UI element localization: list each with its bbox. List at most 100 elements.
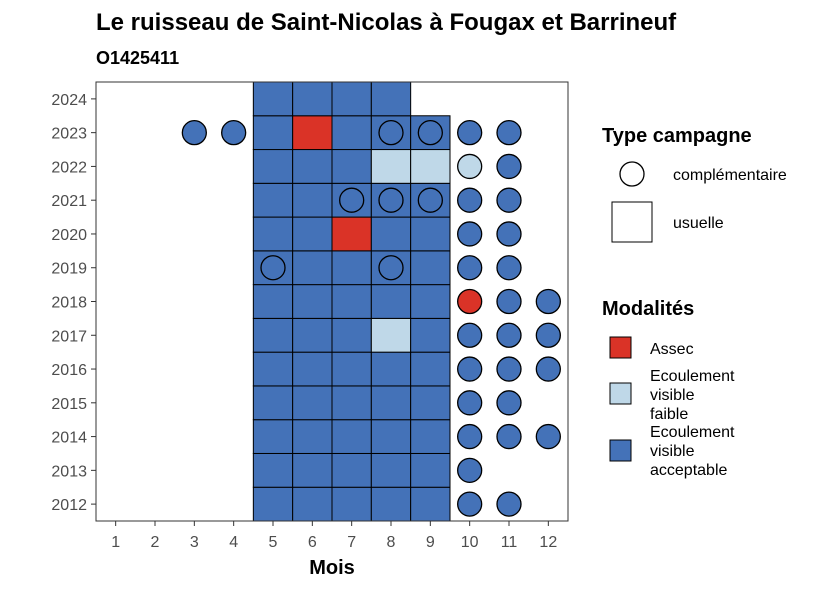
cell-2017-9 xyxy=(410,317,451,353)
y-tick-label: 2024 xyxy=(51,92,87,109)
point-2012-11 xyxy=(496,491,522,517)
point-2017-10 xyxy=(457,322,483,348)
legend-square-icon xyxy=(611,201,653,243)
cell-2014-6 xyxy=(292,419,333,454)
x-tick-label: 12 xyxy=(539,534,557,551)
cell-2019-9 xyxy=(410,250,451,286)
cell-2013-7 xyxy=(331,452,372,488)
x-tick-label: 1 xyxy=(111,534,120,551)
legend-circle-icon xyxy=(619,161,645,187)
legend-fill-label: visible xyxy=(650,387,695,404)
y-tick-label: 2022 xyxy=(51,159,87,176)
cell-2015-9 xyxy=(410,385,451,421)
cell-2017-6 xyxy=(292,317,333,353)
x-tick-label: 5 xyxy=(269,534,278,551)
cell-2018-7 xyxy=(331,284,372,319)
point-2016-11 xyxy=(496,356,522,382)
point-2015-11 xyxy=(496,390,522,416)
legend-fill-label: Assec xyxy=(650,341,694,358)
legend: Type campagne complémentaire usuelle Modali… xyxy=(602,125,787,479)
point-2019-5 xyxy=(260,255,286,281)
cell-2013-8 xyxy=(370,452,412,488)
point-2019-11 xyxy=(496,255,522,281)
chart-subtitle: O1425411 xyxy=(96,48,179,68)
legend-fill-label: Ecoulement xyxy=(650,424,735,441)
point-2021-8 xyxy=(378,187,404,213)
cell-2024-5 xyxy=(252,81,294,117)
legend-shape-label: usuelle xyxy=(673,215,724,232)
y-tick-label: 2023 xyxy=(51,126,87,143)
cell-2019-6 xyxy=(292,250,333,286)
cell-2022-9 xyxy=(410,149,451,184)
point-2023-11 xyxy=(496,120,522,146)
cell-2013-9 xyxy=(410,452,451,488)
point-2023-8 xyxy=(378,120,404,146)
legend-key-faible xyxy=(609,382,632,405)
point-2018-10 xyxy=(457,288,483,315)
y-tick-label: 2018 xyxy=(51,295,87,312)
y-tick-label: 2014 xyxy=(51,430,87,447)
cell-2021-6 xyxy=(292,182,333,218)
point-2019-8 xyxy=(378,255,404,281)
point-2016-10 xyxy=(457,356,483,382)
point-2012-10 xyxy=(457,491,483,517)
cell-2018-5 xyxy=(252,284,294,319)
legend-key-acceptable xyxy=(609,439,632,462)
cell-2014-7 xyxy=(331,419,372,454)
cell-2017-7 xyxy=(331,317,372,353)
cell-2020-7 xyxy=(331,216,372,252)
cell-2017-5 xyxy=(252,317,294,353)
cell-2012-9 xyxy=(410,486,451,522)
point-2021-7 xyxy=(339,187,365,213)
cell-2022-7 xyxy=(331,149,372,184)
cell-2024-8 xyxy=(370,81,412,117)
point-2014-10 xyxy=(457,423,483,450)
cell-2024-7 xyxy=(331,81,372,117)
cell-2022-6 xyxy=(292,149,333,184)
cell-2016-6 xyxy=(292,351,333,387)
point-2018-11 xyxy=(496,288,522,315)
y-axis: 2012 2013 2014 2015 2016 2017 2018 2019 2020 2021… xyxy=(51,92,96,514)
point-2019-10 xyxy=(457,255,483,281)
y-tick-label: 2013 xyxy=(51,463,87,480)
point-2023-3 xyxy=(181,120,207,146)
x-tick-label: 3 xyxy=(190,534,199,551)
legend-shape-label: complémentaire xyxy=(673,167,787,184)
x-tick-label: 7 xyxy=(347,534,356,551)
y-tick-label: 2017 xyxy=(51,328,87,345)
x-tick-label: 8 xyxy=(387,534,396,551)
x-tick-label: 4 xyxy=(229,534,238,551)
cell-2020-8 xyxy=(370,216,412,252)
cell-2015-5 xyxy=(252,385,294,421)
x-tick-label: 9 xyxy=(426,534,435,551)
complementaire-points xyxy=(181,120,561,517)
y-tick-label: 2019 xyxy=(51,261,87,278)
legend-fill-label: acceptable xyxy=(650,462,727,479)
y-tick-label: 2020 xyxy=(51,227,87,244)
cell-2023-7 xyxy=(331,115,372,151)
y-tick-label: 2021 xyxy=(51,193,87,210)
cell-2022-8 xyxy=(370,149,412,184)
legend-key-assec xyxy=(609,336,632,359)
legend-fill-label: visible xyxy=(650,443,695,460)
point-2021-9 xyxy=(417,187,443,213)
point-2013-10 xyxy=(457,457,483,483)
y-tick-label: 2016 xyxy=(51,362,87,379)
point-2015-10 xyxy=(457,390,483,416)
y-tick-label: 2015 xyxy=(51,396,87,413)
point-2016-12 xyxy=(535,356,561,382)
point-2023-10 xyxy=(457,120,483,146)
cell-2024-6 xyxy=(292,81,333,117)
cell-2013-5 xyxy=(252,452,294,488)
point-2021-10 xyxy=(457,187,483,213)
cell-2017-8 xyxy=(370,317,412,353)
x-tick-label: 11 xyxy=(501,534,518,551)
cell-2018-9 xyxy=(410,284,451,319)
cell-2014-8 xyxy=(370,419,412,454)
cell-2018-8 xyxy=(370,284,412,319)
cell-2020-5 xyxy=(252,216,294,252)
cell-2014-5 xyxy=(252,419,294,454)
x-tick-label: 2 xyxy=(151,534,160,551)
point-2014-11 xyxy=(496,423,522,450)
cell-2021-5 xyxy=(252,182,294,218)
